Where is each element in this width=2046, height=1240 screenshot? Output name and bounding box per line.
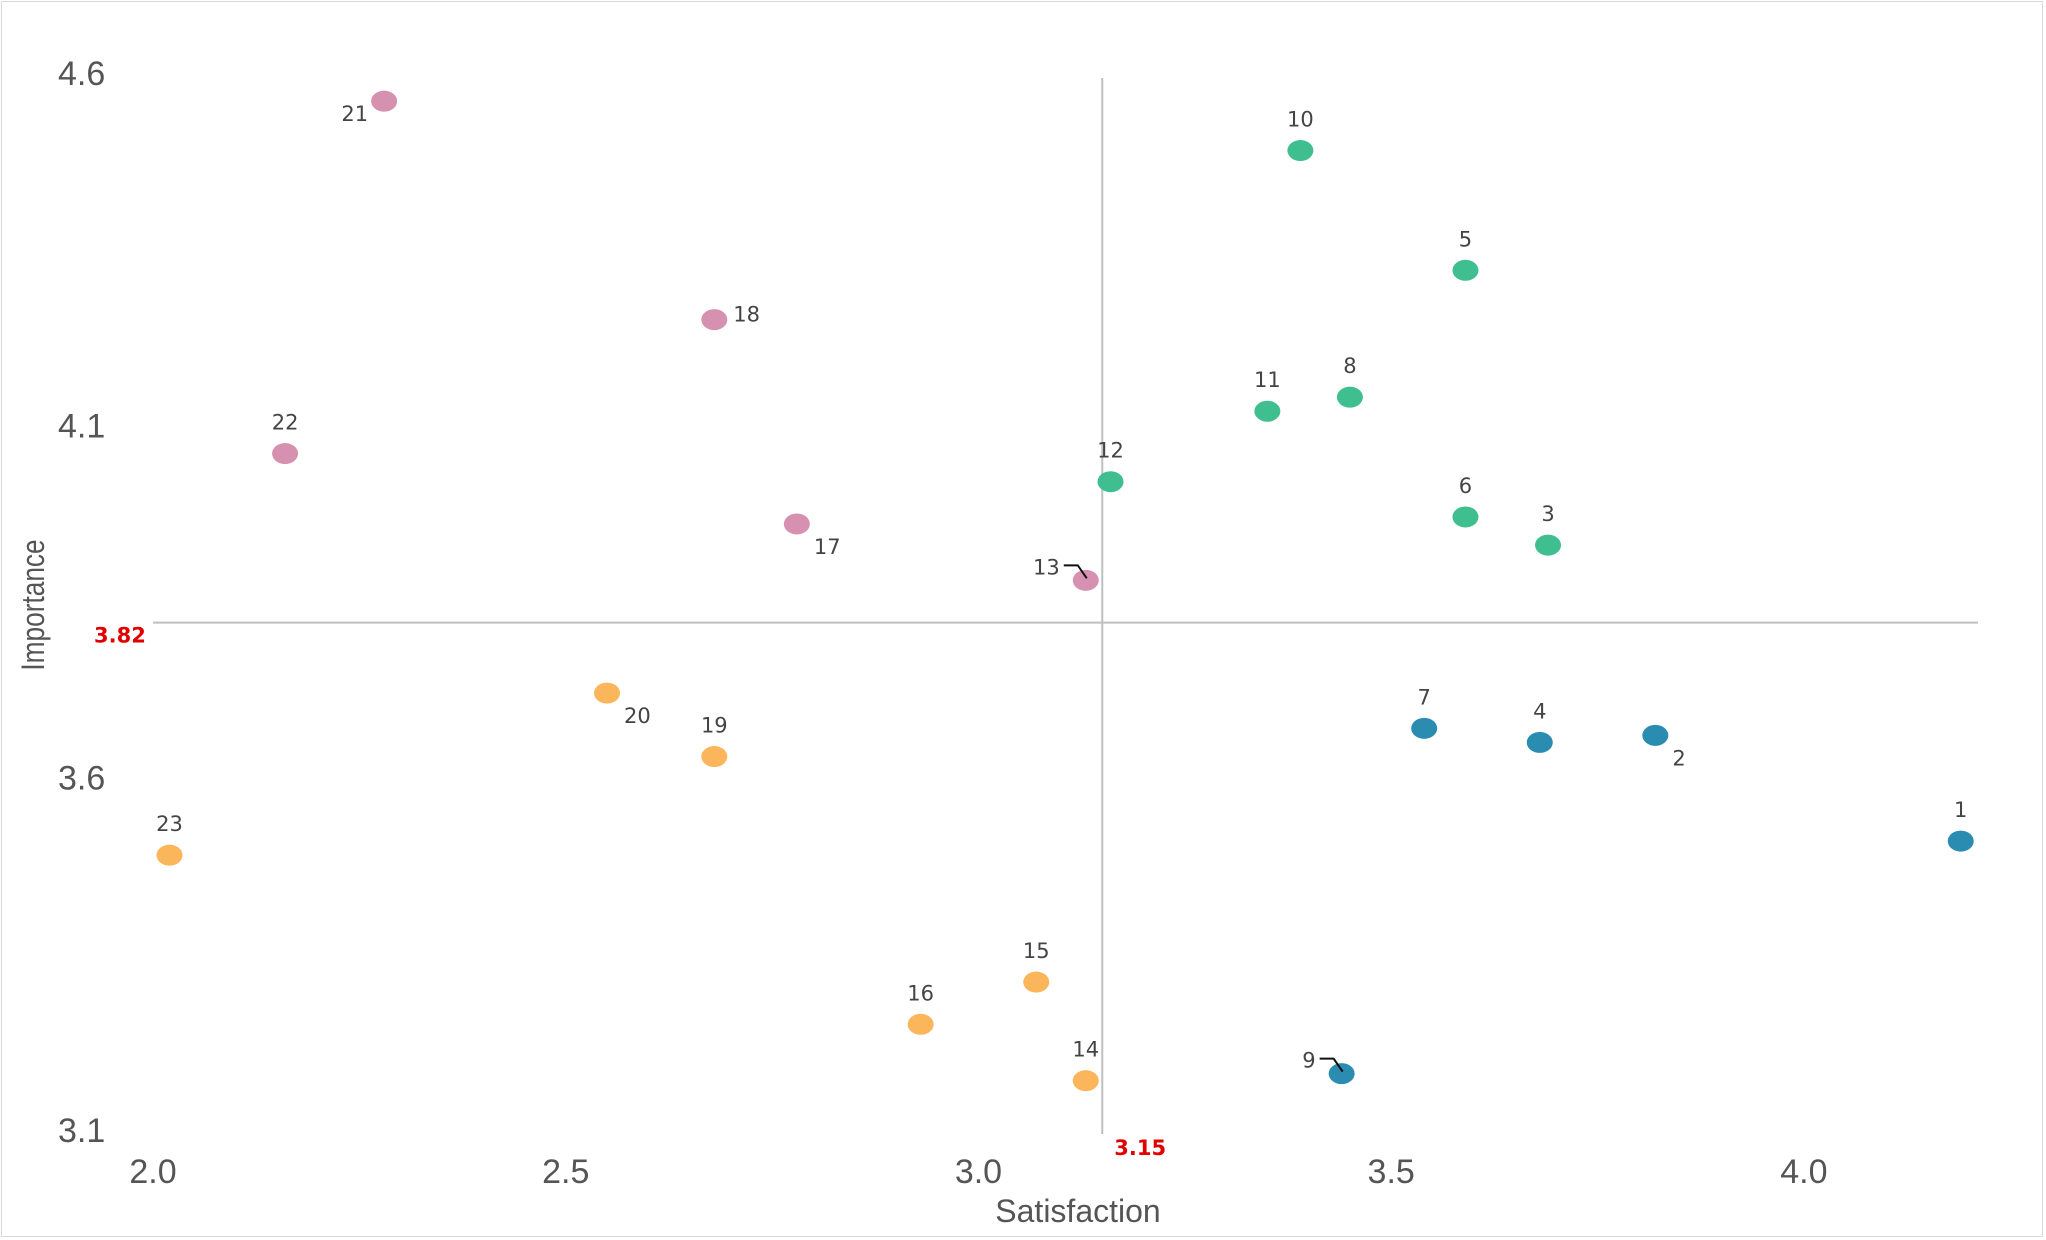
data-point-label: 22 — [272, 411, 299, 435]
data-point-label: 23 — [156, 812, 183, 836]
data-point-label: 14 — [1072, 1038, 1099, 1062]
data-point-label: 8 — [1343, 354, 1356, 378]
importance-reference-label: 3.82 — [94, 624, 146, 648]
data-point-marker — [272, 443, 299, 465]
data-point-marker — [1452, 506, 1479, 528]
data-point-label: 15 — [1023, 939, 1050, 963]
data-point-5: 5 — [1452, 227, 1479, 281]
data-point-marker — [1452, 259, 1479, 281]
data-point-marker — [1526, 731, 1553, 753]
data-point-marker — [156, 844, 183, 866]
data-point-label: 3 — [1541, 502, 1554, 526]
data-point-11: 11 — [1254, 368, 1281, 422]
data-point-label: 1 — [1954, 798, 1967, 822]
data-point-1: 1 — [1947, 798, 1974, 852]
data-point-7: 7 — [1411, 685, 1438, 739]
data-point-marker — [594, 682, 620, 704]
x-tick-label: 3.5 — [1368, 1153, 1415, 1191]
data-point-23: 23 — [156, 812, 183, 866]
data-point-18: 18 — [701, 303, 760, 331]
data-point-3: 3 — [1535, 502, 1562, 556]
data-point-label: 4 — [1533, 699, 1546, 723]
data-point-label: 2 — [1672, 746, 1685, 770]
data-point-marker — [1097, 471, 1124, 493]
data-point-label: 6 — [1459, 474, 1472, 498]
data-point-label: 11 — [1254, 368, 1281, 392]
data-point-marker — [1023, 971, 1050, 993]
x-tick-label: 2.0 — [129, 1153, 176, 1191]
data-point-label: 5 — [1459, 227, 1472, 251]
data-point-marker — [1535, 534, 1562, 556]
data-point-22: 22 — [272, 411, 299, 465]
leader-line — [1063, 564, 1088, 579]
data-point-label: 20 — [624, 704, 651, 728]
data-point-8: 8 — [1336, 354, 1363, 408]
data-point-marker — [371, 90, 398, 112]
data-point-marker — [1254, 400, 1281, 422]
data-point-21: 21 — [341, 90, 398, 126]
data-point-15: 15 — [1023, 939, 1050, 993]
data-point-marker — [1411, 717, 1438, 739]
data-point-marker — [701, 746, 728, 768]
data-point-marker — [783, 513, 810, 535]
x-tick-label: 3.0 — [955, 1153, 1002, 1191]
satisfaction-reference-label: 3.15 — [1114, 1136, 1166, 1160]
data-point-10: 10 — [1287, 108, 1314, 162]
data-point-label: 18 — [733, 303, 760, 327]
y-tick-label: 4.1 — [58, 407, 105, 445]
data-point-17: 17 — [783, 513, 841, 559]
y-tick-label: 4.6 — [58, 55, 105, 93]
x-axis-title: Satisfaction — [995, 1193, 1160, 1229]
y-axis-ticks: 3.1 3.6 4.1 4.6 — [58, 55, 105, 1150]
data-point-2: 2 — [1642, 724, 1686, 770]
data-point-marker — [1072, 1070, 1099, 1092]
data-point-6: 6 — [1452, 474, 1479, 528]
x-tick-label: 2.5 — [542, 1153, 589, 1191]
data-point-marker — [1287, 140, 1314, 162]
data-point-label: 21 — [341, 102, 368, 126]
data-point-marker — [1642, 724, 1669, 746]
data-point-4: 4 — [1526, 699, 1553, 753]
data-point-19: 19 — [701, 714, 728, 768]
y-tick-label: 3.6 — [58, 760, 105, 798]
data-point-label: 7 — [1418, 685, 1431, 709]
data-point-label: 9 — [1302, 1049, 1315, 1073]
data-point-12: 12 — [1097, 439, 1124, 493]
leader-line — [1319, 1057, 1344, 1073]
data-point-label: 16 — [907, 981, 934, 1005]
x-tick-label: 4.0 — [1780, 1153, 1827, 1191]
data-point-9: 9 — [1302, 1049, 1355, 1085]
x-axis-ticks: 2.0 2.5 3.0 3.5 4.0 — [129, 1153, 1827, 1191]
data-point-13: 13 — [1033, 555, 1099, 591]
data-point-marker — [1072, 569, 1099, 591]
data-point-marker — [907, 1013, 934, 1035]
data-point-marker — [1336, 386, 1363, 408]
data-point-marker — [701, 309, 728, 331]
reference-lines: 3.15 3.82 — [94, 78, 1978, 1160]
data-point-20: 20 — [594, 682, 651, 728]
data-point-16: 16 — [907, 981, 934, 1035]
y-axis-title: Importance — [17, 539, 52, 670]
data-point-label: 13 — [1033, 555, 1060, 579]
data-point-14: 14 — [1072, 1038, 1099, 1092]
data-point-label: 19 — [701, 714, 728, 738]
y-tick-label: 3.1 — [58, 1112, 105, 1150]
data-point-marker — [1328, 1063, 1355, 1085]
data-point-marker — [1947, 830, 1974, 852]
data-point-label: 10 — [1287, 108, 1314, 132]
data-point-label: 17 — [814, 535, 841, 559]
data-point-label: 12 — [1097, 439, 1124, 463]
